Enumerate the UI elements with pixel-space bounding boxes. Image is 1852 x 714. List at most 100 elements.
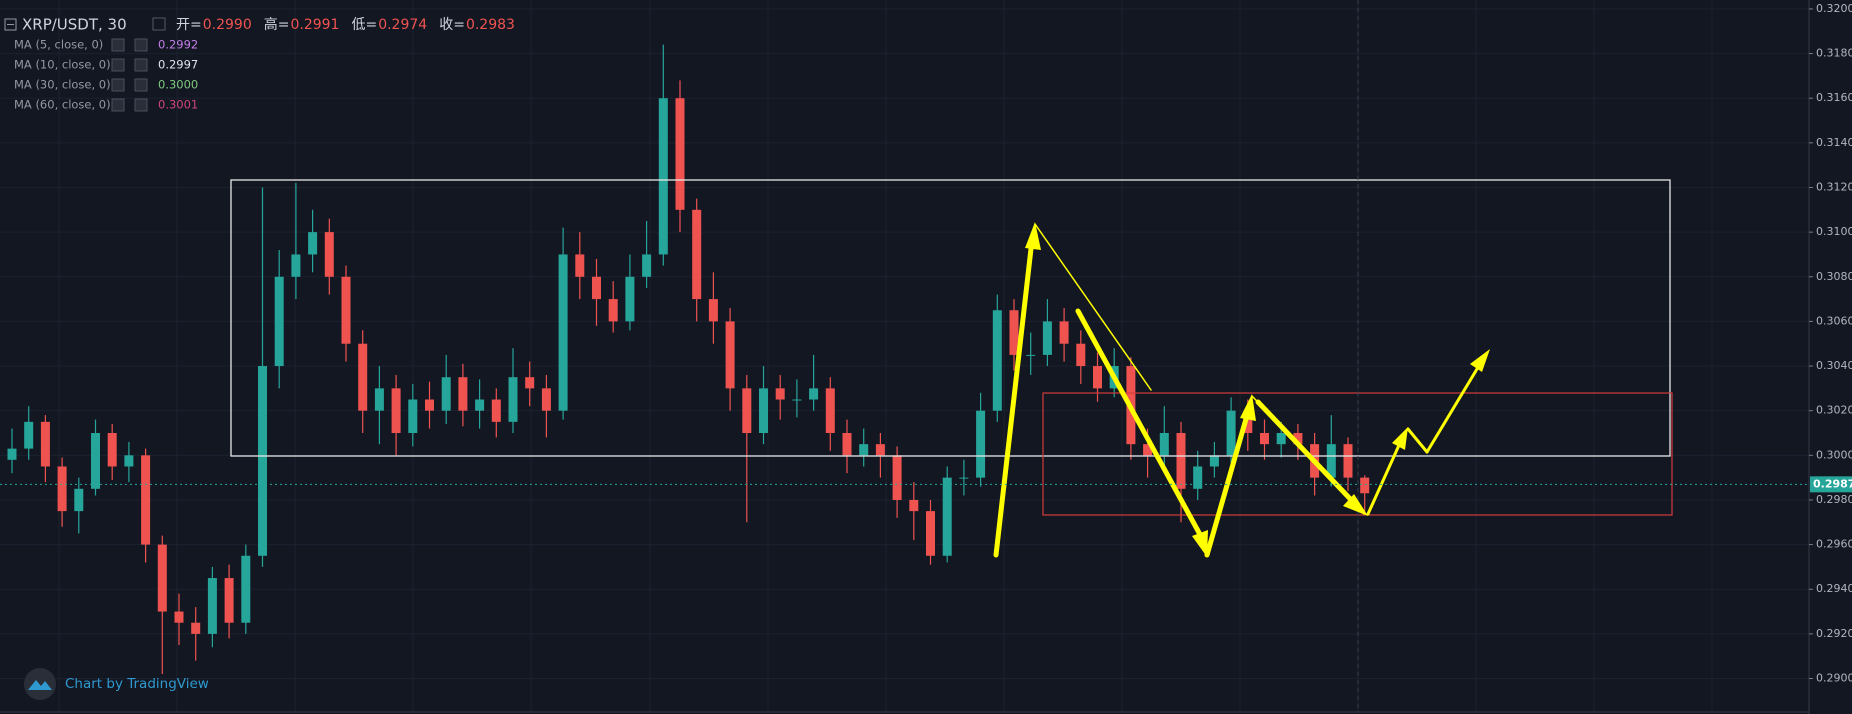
candle-body [358,343,368,411]
drawings [230,0,1673,712]
ohlc-label: 高= [264,16,290,33]
indicator-name: MA (10, close, 0) [14,58,111,72]
indicator-value: 0.2992 [158,38,198,52]
candle-body [1326,444,1336,478]
candle-body [1143,444,1153,456]
candle-body [207,578,217,634]
candle-body [692,209,702,300]
y-tick-label: 0.2960 [1816,538,1852,551]
candle-body [1059,321,1069,344]
candle-body [124,455,134,467]
ohlc-value: 0.2983 [466,17,515,33]
watermark: Chart by TradingView [24,668,209,700]
y-tick-label: 0.2920 [1816,627,1852,640]
candle-body [174,611,184,623]
candle-body [324,232,334,277]
candle-body [558,254,568,411]
y-tick-label: 0.2980 [1816,493,1852,506]
y-tick-label: 0.3020 [1816,404,1852,417]
candle-body [508,377,518,422]
settings-icon [111,98,125,112]
candle-body [1276,433,1286,445]
y-tick-label: 0.3100 [1816,225,1852,238]
remove-icon [134,58,148,72]
candle-body [592,276,601,300]
candle-body [74,488,84,512]
collapse-icon[interactable] [4,18,17,31]
remove-icon [134,78,148,92]
y-tick-label: 0.3040 [1816,359,1852,372]
candle-body [1226,410,1236,456]
y-tick-label: 0.3000 [1816,448,1852,461]
last-price-box [1810,476,1852,493]
candle-body [608,299,618,322]
candle-body [575,254,585,277]
header: XRP/USDT, 30 [4,16,166,34]
candle-body [40,421,50,467]
candle-body [792,399,802,401]
y-tick-label: 0.3200 [1816,2,1852,15]
indicator-value: 0.3001 [158,98,198,112]
range-box [230,179,1671,457]
indicator-name: MA (5, close, 0) [14,38,103,52]
candle-body [191,622,201,634]
candle-body [274,276,284,367]
indicator-name: MA (30, close, 0) [14,78,111,92]
candle-body [475,399,485,411]
y-tick-label: 0.3180 [1816,47,1852,60]
y-tick-label: 0.3120 [1816,180,1852,193]
candle-body [1176,433,1186,489]
candle-body [374,388,384,411]
candle-body [842,433,852,456]
last-price-label: 0.2987 [1813,477,1852,490]
candle-body [1093,366,1102,389]
arrows [993,223,1482,558]
candle-body [1293,433,1303,445]
symbol: XRP/USDT, 30 [22,16,127,34]
candle-body [107,433,117,467]
candle-body [1209,455,1219,467]
candle-body [91,433,100,489]
candle-body [825,388,835,434]
candle-body [909,499,919,512]
y-tick-label: 0.3160 [1816,91,1852,104]
candle-body [942,477,952,556]
settings-icon [111,38,125,52]
arrow-heads [1025,222,1490,557]
candle-body [625,276,635,322]
candle-body [57,466,67,512]
candle-body [1360,477,1370,494]
candle-body [959,477,969,479]
ohlc-label: 低= [351,17,377,33]
settings-icon[interactable] [152,17,166,31]
candle-body [675,98,685,210]
candle-body [1260,433,1269,445]
candle-body [892,455,902,500]
candle-body [491,399,501,422]
candle-body [291,254,301,277]
ohlc-value: 0.2991 [290,17,339,33]
candle-body [926,511,935,556]
candle-body [1159,433,1169,456]
candle-body [1009,310,1019,355]
candle-body [759,388,768,434]
candle-body [525,377,535,389]
indicator-value: 0.2997 [158,58,198,72]
candle-body [408,399,418,434]
candle-body [708,299,718,322]
y-tick-label: 0.3060 [1816,314,1852,327]
candle-body [809,388,819,400]
candle-body [425,399,434,411]
candle-body [1026,354,1036,356]
candle-body [658,98,668,255]
watermark-text: Chart by TradingView [65,676,209,692]
ohlc-label: 收= [439,17,465,33]
candle-body [742,388,752,434]
candle-body [642,254,652,277]
candle-body [1076,343,1086,367]
candle-body [341,276,351,344]
candle-body [241,555,251,623]
candle-body [224,578,234,623]
